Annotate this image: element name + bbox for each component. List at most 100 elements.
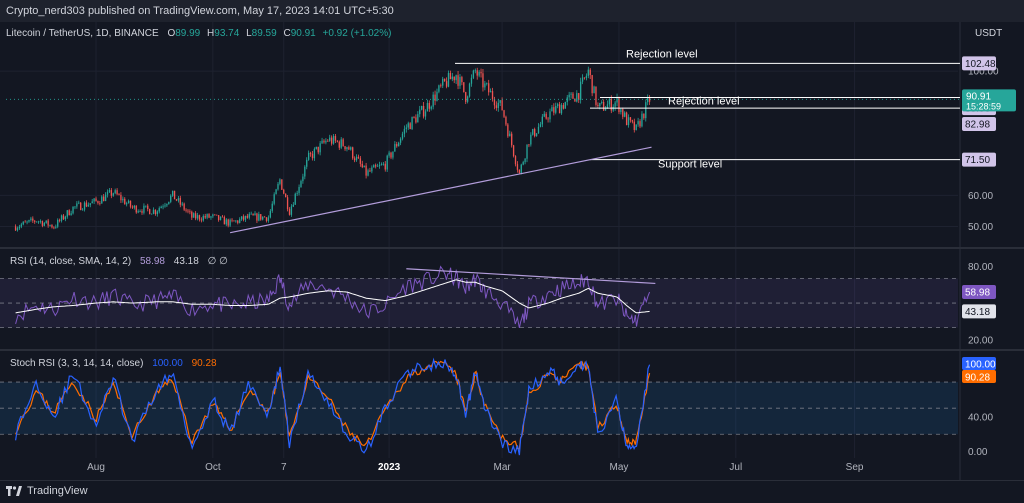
candle-body[interactable] <box>413 116 415 118</box>
candle-body[interactable] <box>250 213 252 215</box>
candle-body[interactable] <box>281 179 283 190</box>
candle-body[interactable] <box>648 97 651 102</box>
candle-body[interactable] <box>635 124 637 130</box>
stoch-k-line[interactable] <box>15 357 651 456</box>
candle-body[interactable] <box>166 203 168 206</box>
candle-body[interactable] <box>516 164 519 170</box>
candle-body[interactable] <box>336 140 339 142</box>
candle-body[interactable] <box>137 211 139 213</box>
candle-body[interactable] <box>143 205 145 213</box>
candle-body[interactable] <box>14 226 17 231</box>
price-axis[interactable]: 100.0060.0050.00102.4888.0682.9871.5090.… <box>962 56 1016 458</box>
candle-body[interactable] <box>302 176 304 182</box>
chart-area[interactable]: Rejection level Rejection level Support le… <box>0 22 1024 480</box>
candle-body[interactable] <box>493 99 496 106</box>
candle-body[interactable] <box>288 209 291 215</box>
candle-body[interactable] <box>486 83 488 85</box>
candle-body[interactable] <box>570 93 572 95</box>
candle-body[interactable] <box>126 203 128 205</box>
candle-body[interactable] <box>32 218 34 221</box>
candle-body[interactable] <box>415 117 417 123</box>
candle-body[interactable] <box>643 113 645 119</box>
candle-body[interactable] <box>185 209 187 211</box>
support-trendline[interactable] <box>229 146 652 234</box>
candle-body[interactable] <box>262 216 264 220</box>
candle-body[interactable] <box>430 106 432 109</box>
candle-body[interactable] <box>171 190 174 196</box>
candle-body[interactable] <box>338 141 340 148</box>
candle-body[interactable] <box>556 104 559 107</box>
rsi-line[interactable] <box>15 265 651 328</box>
candle-body[interactable] <box>524 158 526 163</box>
candle-body[interactable] <box>491 91 494 100</box>
candle-body[interactable] <box>350 147 352 150</box>
candle-body[interactable] <box>597 104 599 106</box>
candle-body[interactable] <box>20 224 22 227</box>
candle-body[interactable] <box>466 96 469 102</box>
rsi-pane[interactable] <box>0 265 958 329</box>
candle-body[interactable] <box>459 77 461 86</box>
candle-body[interactable] <box>591 75 593 94</box>
candle-body[interactable] <box>512 145 515 157</box>
candle-body[interactable] <box>633 121 635 130</box>
candle-body[interactable] <box>589 69 591 76</box>
candle-body[interactable] <box>294 193 296 205</box>
candle-body[interactable] <box>583 77 586 79</box>
candle-body[interactable] <box>206 214 208 218</box>
candle-body[interactable] <box>237 220 239 223</box>
candle-body[interactable] <box>436 91 438 101</box>
candle-body[interactable] <box>256 213 258 221</box>
candle-body[interactable] <box>390 152 392 158</box>
candle-body[interactable] <box>214 214 216 216</box>
candle-body[interactable] <box>141 211 143 213</box>
candle-body[interactable] <box>24 221 26 223</box>
candle-body[interactable] <box>344 146 346 150</box>
candle-body[interactable] <box>93 198 95 202</box>
candle-body[interactable] <box>440 85 442 87</box>
candle-body[interactable] <box>468 83 471 97</box>
candle-body[interactable] <box>311 153 314 159</box>
candle-body[interactable] <box>219 216 222 221</box>
candle-body[interactable] <box>528 144 530 146</box>
candle-body[interactable] <box>495 105 498 108</box>
candle-body[interactable] <box>411 116 413 130</box>
time-axis[interactable]: Aug Oct 7 2023 Mar May Jul Sep <box>87 462 864 473</box>
candle-body[interactable] <box>480 71 482 74</box>
candle-body[interactable] <box>346 147 348 150</box>
candle-body[interactable] <box>637 121 639 125</box>
candle-body[interactable] <box>260 214 262 220</box>
candle-body[interactable] <box>472 70 475 78</box>
candle-body[interactable] <box>599 102 601 106</box>
candle-body[interactable] <box>202 216 204 221</box>
rsi-divergence-line[interactable] <box>406 268 656 285</box>
candle-body[interactable] <box>398 142 400 147</box>
candle-body[interactable] <box>89 203 91 205</box>
candle-body[interactable] <box>443 78 446 82</box>
candle-body[interactable] <box>229 219 231 226</box>
candle-body[interactable] <box>371 167 373 172</box>
candle-body[interactable] <box>194 213 197 219</box>
candle-body[interactable] <box>568 94 570 98</box>
candle-body[interactable] <box>284 193 287 198</box>
candle-body[interactable] <box>645 102 647 119</box>
candle-body[interactable] <box>298 186 300 193</box>
candle-body[interactable] <box>442 78 444 86</box>
candle-body[interactable] <box>133 205 136 208</box>
candle-body[interactable] <box>160 206 162 209</box>
candle-body[interactable] <box>246 215 249 218</box>
candle-body[interactable] <box>103 196 105 202</box>
candle-body[interactable] <box>135 205 137 213</box>
candle-body[interactable] <box>551 107 553 112</box>
candle-body[interactable] <box>319 143 321 153</box>
candle-body[interactable] <box>511 133 513 146</box>
candle-body[interactable] <box>595 86 597 105</box>
candle-body[interactable] <box>566 97 568 103</box>
candle-body[interactable] <box>124 198 126 205</box>
candle-body[interactable] <box>474 70 476 72</box>
candle-body[interactable] <box>145 205 147 207</box>
candle-body[interactable] <box>526 144 528 159</box>
candle-body[interactable] <box>235 220 237 222</box>
candle-body[interactable] <box>499 100 501 103</box>
candle-body[interactable] <box>449 72 452 80</box>
candle-body[interactable] <box>453 76 455 81</box>
